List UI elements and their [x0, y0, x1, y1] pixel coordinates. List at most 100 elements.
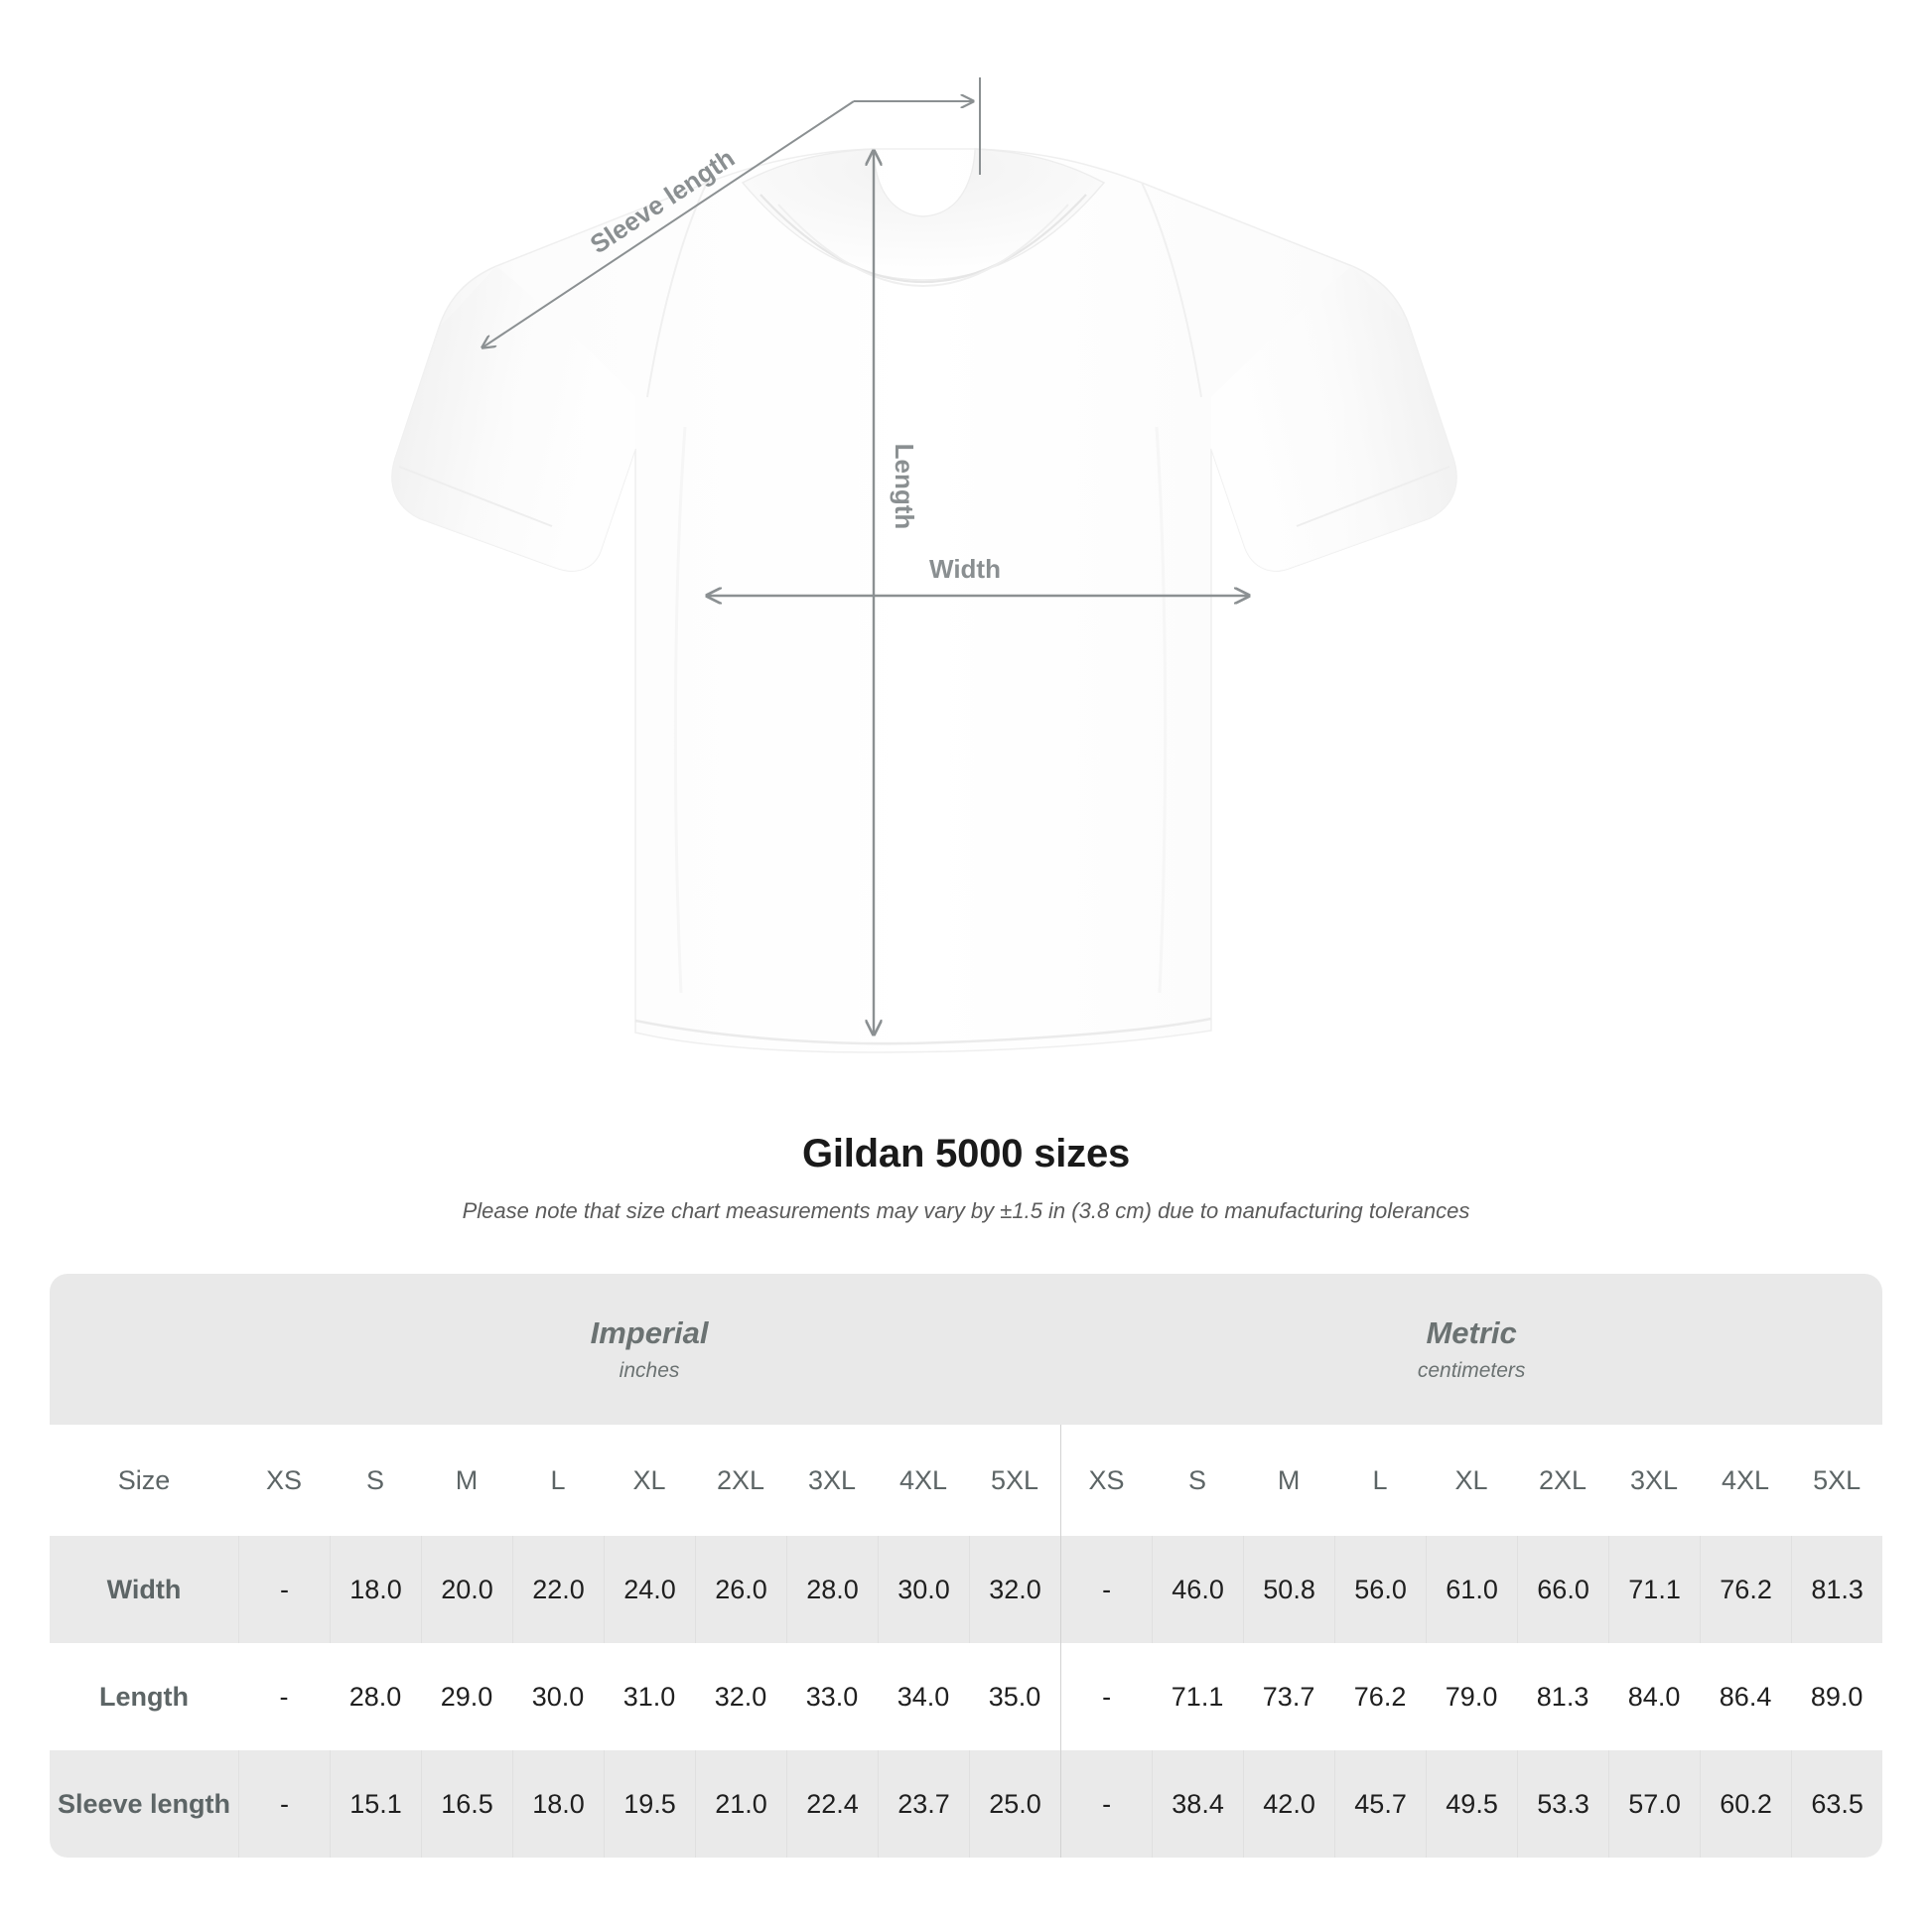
cell-imperial-2xl: 26.0 [695, 1536, 786, 1643]
cell-imperial-l: 30.0 [512, 1643, 604, 1750]
cell-imperial-xs: - [238, 1536, 330, 1643]
cell-metric-4xl: 86.4 [1700, 1643, 1792, 1750]
cell-metric-m: 42.0 [1243, 1750, 1335, 1858]
cell-metric-xl: 49.5 [1426, 1750, 1518, 1858]
cell-metric-2xl: 53.3 [1517, 1750, 1609, 1858]
cell-imperial-5xl: 25.0 [969, 1750, 1061, 1858]
cell-imperial-4xl: 23.7 [878, 1750, 969, 1858]
size-header-metric-3xl: 3XL [1608, 1425, 1701, 1536]
size-header-row: Size XS S M L XL 2XL 3XL 4XL 5XL XS S M L XL 2XL 3XL 4XL… [50, 1425, 1883, 1536]
cell-metric-l: 45.7 [1334, 1750, 1427, 1858]
cell-imperial-l: 22.0 [512, 1536, 604, 1643]
cell-imperial-s: 28.0 [330, 1643, 421, 1750]
cell-imperial-m: 29.0 [421, 1643, 512, 1750]
size-table: Imperial inches Metric centimeters Size … [50, 1274, 1883, 1858]
cell-metric-xs: - [1060, 1750, 1153, 1858]
cell-imperial-xl: 24.0 [604, 1536, 695, 1643]
tshirt-diagram: Length Width Sleeve length [391, 77, 1457, 1053]
tshirt-right-sleeve-hem [1296, 466, 1450, 527]
cell-metric-3xl: 71.1 [1608, 1536, 1701, 1643]
cell-metric-4xl: 76.2 [1700, 1536, 1792, 1643]
cell-metric-m: 50.8 [1243, 1536, 1335, 1643]
tshirt-left-sleeve [392, 266, 635, 572]
tshirt-collar [741, 148, 1106, 281]
tshirt-left-sleeve-hem [398, 466, 553, 527]
cell-metric-s: 46.0 [1152, 1536, 1244, 1643]
tshirt-fold-right [1155, 426, 1168, 994]
cell-imperial-l: 18.0 [512, 1750, 604, 1858]
unit-row-spacer [50, 1274, 238, 1425]
cell-imperial-4xl: 30.0 [878, 1536, 969, 1643]
size-header-imperial-2xl: 2XL [695, 1425, 786, 1536]
unit-system-unit: centimeters [1417, 1358, 1526, 1382]
size-header-imperial-s: S [330, 1425, 421, 1536]
cell-metric-3xl: 84.0 [1608, 1643, 1701, 1750]
width-measure-group: Width [707, 554, 1249, 596]
tshirt-shape [391, 148, 1457, 1053]
cell-metric-5xl: 81.3 [1791, 1536, 1883, 1643]
length-label: Length [890, 444, 919, 530]
unit-system-name: Imperial [590, 1314, 709, 1350]
unit-cell-imperial: Imperial inches [238, 1274, 1061, 1425]
size-table-body: Width -18.0 20.0 22.0 24.0 26.0 28.0 30.0 32.0-4… [50, 1536, 1883, 1858]
size-header-metric-m: M [1243, 1425, 1335, 1536]
sleeve-arrow-diagonal [483, 100, 855, 347]
unit-system-unit: inches [619, 1358, 680, 1382]
cell-imperial-xl: 19.5 [604, 1750, 695, 1858]
cell-imperial-3xl: 22.4 [786, 1750, 878, 1858]
cell-metric-xs: - [1060, 1643, 1153, 1750]
tshirt-right-sleeve [1211, 266, 1456, 572]
cell-metric-5xl: 89.0 [1791, 1643, 1883, 1750]
cell-metric-2xl: 66.0 [1517, 1536, 1609, 1643]
tshirt-body-path [391, 148, 1457, 1053]
unit-system-row: Imperial inches Metric centimeters [50, 1274, 1883, 1425]
row-label-length: Length [50, 1643, 238, 1750]
row-label-sleeve-length: Sleeve length [50, 1750, 238, 1858]
cell-imperial-m: 20.0 [421, 1536, 512, 1643]
cell-imperial-xl: 31.0 [604, 1643, 695, 1750]
tshirt-collar-inner-line [759, 194, 1087, 284]
cell-imperial-2xl: 21.0 [695, 1750, 786, 1858]
cell-imperial-3xl: 33.0 [786, 1643, 878, 1750]
tshirt-right-shoulder-seam [1141, 182, 1202, 398]
cell-imperial-2xl: 32.0 [695, 1643, 786, 1750]
cell-imperial-5xl: 35.0 [969, 1643, 1061, 1750]
cell-imperial-xs: - [238, 1643, 330, 1750]
size-header-metric-s: S [1152, 1425, 1244, 1536]
size-header-metric-l: L [1334, 1425, 1427, 1536]
cell-metric-3xl: 57.0 [1608, 1750, 1701, 1858]
cell-metric-4xl: 60.2 [1700, 1750, 1792, 1858]
tshirt-fold-left [673, 426, 687, 994]
unit-system-name: Metric [1426, 1314, 1517, 1350]
size-table-container: Imperial inches Metric centimeters Size … [50, 1274, 1883, 1858]
tolerance-note: Please note that size chart measurements… [462, 1198, 1470, 1223]
tshirt-left-shoulder-seam [646, 182, 708, 398]
size-header-label: Size [50, 1425, 238, 1536]
cell-imperial-s: 18.0 [330, 1536, 421, 1643]
size-header-metric-xs: XS [1060, 1425, 1153, 1536]
cell-metric-l: 56.0 [1334, 1536, 1427, 1643]
tshirt-illustration: Length Width Sleeve length [391, 77, 1457, 1053]
size-header-imperial-m: M [421, 1425, 512, 1536]
size-header-imperial-xs: XS [238, 1425, 330, 1536]
cell-metric-xl: 61.0 [1426, 1536, 1518, 1643]
size-header-metric-xl: XL [1426, 1425, 1518, 1536]
cell-metric-l: 76.2 [1334, 1643, 1427, 1750]
size-table-head: Imperial inches Metric centimeters Size … [50, 1274, 1883, 1536]
tshirt-collar-neck-line [777, 204, 1069, 288]
cell-imperial-s: 15.1 [330, 1750, 421, 1858]
page-title: Gildan 5000 sizes [801, 1132, 1131, 1175]
size-header-imperial-3xl: 3XL [786, 1425, 878, 1536]
row-label-width: Width [50, 1536, 238, 1643]
tshirt-bottom-hem [634, 1017, 1212, 1045]
unit-cell-metric: Metric centimeters [1060, 1274, 1883, 1425]
cell-imperial-xs: - [238, 1750, 330, 1858]
size-header-imperial-5xl: 5XL [969, 1425, 1061, 1536]
cell-metric-5xl: 63.5 [1791, 1750, 1883, 1858]
cell-imperial-4xl: 34.0 [878, 1643, 969, 1750]
cell-imperial-m: 16.5 [421, 1750, 512, 1858]
size-header-imperial-4xl: 4XL [878, 1425, 969, 1536]
table-row: Sleeve length -15.1 16.5 18.0 19.5 21.0 22.4 23… [50, 1750, 1883, 1858]
cell-metric-xl: 79.0 [1426, 1643, 1518, 1750]
size-header-metric-2xl: 2XL [1517, 1425, 1609, 1536]
